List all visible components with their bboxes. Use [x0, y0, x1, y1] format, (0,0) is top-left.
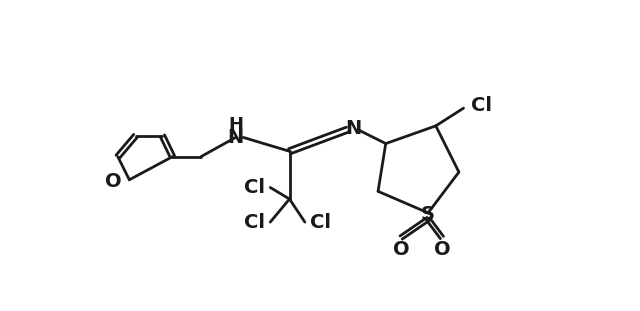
Text: Cl: Cl [472, 95, 493, 114]
Text: N: N [227, 128, 244, 147]
Text: N: N [346, 119, 362, 138]
Text: Cl: Cl [244, 213, 266, 232]
Text: S: S [421, 205, 435, 224]
Text: O: O [393, 240, 410, 259]
Text: O: O [105, 172, 122, 191]
Text: H: H [228, 116, 243, 134]
Text: Cl: Cl [244, 178, 266, 197]
Text: Cl: Cl [310, 213, 331, 232]
Text: O: O [434, 240, 451, 259]
